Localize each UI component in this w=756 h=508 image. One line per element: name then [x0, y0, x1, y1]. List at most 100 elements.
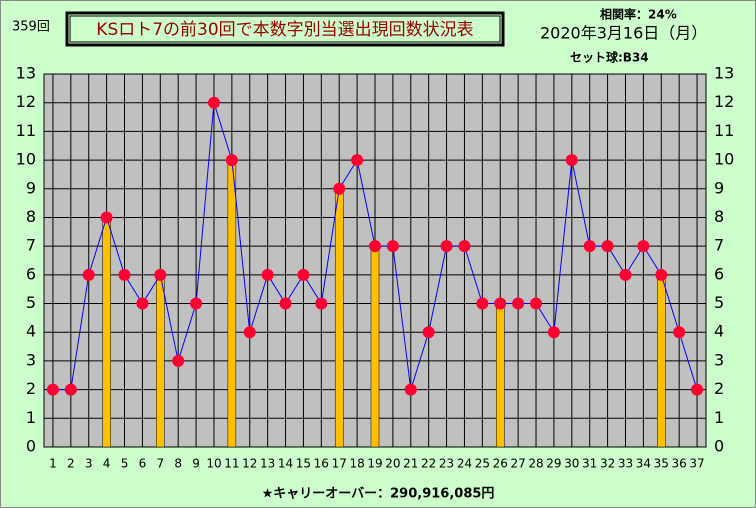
y-tick-label: 12 — [16, 92, 36, 111]
y2-tick-label: 1 — [714, 408, 724, 427]
point — [530, 297, 543, 310]
x-tick-label: 33 — [618, 457, 633, 471]
y2-tick-label: 0 — [714, 437, 724, 456]
y2-tick-label: 13 — [714, 64, 734, 83]
x-tick-label: 37 — [689, 457, 704, 471]
point — [297, 268, 310, 281]
point — [82, 268, 95, 281]
title-box-inner — [69, 15, 501, 43]
y2-tick-label: 7 — [714, 236, 724, 255]
x-tick-label: 26 — [493, 457, 508, 471]
x-tick-label: 36 — [672, 457, 687, 471]
point — [583, 240, 596, 253]
point — [351, 154, 364, 167]
x-tick-label: 32 — [600, 457, 615, 471]
y-tick-label: 9 — [26, 178, 36, 197]
x-tick-label: 6 — [139, 457, 147, 471]
x-tick-label: 9 — [192, 457, 200, 471]
y-tick-label: 2 — [26, 379, 36, 398]
x-tick-label: 15 — [296, 457, 311, 471]
point — [64, 383, 77, 396]
y-tick-label: 7 — [26, 236, 36, 255]
x-tick-label: 28 — [528, 457, 543, 471]
x-tick-label: 14 — [278, 457, 293, 471]
point — [279, 297, 292, 310]
carryover: ★キャリーオーバー：290,916,085円 — [262, 487, 495, 502]
x-tick-label: 23 — [439, 457, 454, 471]
y2-tick-label: 11 — [714, 121, 734, 140]
point — [440, 240, 453, 253]
point — [547, 326, 560, 339]
bar — [102, 217, 111, 448]
x-tick-label: 8 — [174, 457, 182, 471]
x-tick-label: 1 — [49, 457, 57, 471]
point — [136, 297, 149, 310]
x-tick-label: 13 — [260, 457, 275, 471]
x-tick-label: 35 — [654, 457, 669, 471]
point — [190, 297, 203, 310]
y-tick-label: 11 — [16, 121, 36, 140]
y2-tick-label: 8 — [714, 207, 724, 226]
y-tick-label: 4 — [26, 322, 36, 341]
bar — [227, 159, 237, 448]
point — [404, 383, 417, 396]
point — [512, 297, 525, 310]
bar — [370, 245, 380, 448]
y2-tick-label: 12 — [714, 92, 734, 111]
point — [494, 297, 507, 310]
x-tick-label: 2 — [67, 457, 75, 471]
point — [46, 383, 59, 396]
x-tick-label: 25 — [475, 457, 490, 471]
point — [637, 240, 650, 253]
title-box — [65, 11, 505, 47]
point — [118, 268, 131, 281]
chart-title: KSロト7の前30回で本数字別当選出現回数状況表 — [96, 20, 473, 40]
point — [172, 354, 185, 367]
x-tick-label: 11 — [224, 457, 239, 471]
x-tick-label: 10 — [206, 457, 221, 471]
y-tick-label: 13 — [16, 64, 36, 83]
point — [315, 297, 328, 310]
point — [422, 326, 435, 339]
point — [225, 154, 238, 167]
bar — [657, 274, 666, 448]
point — [458, 240, 471, 253]
point — [476, 297, 489, 310]
point — [601, 240, 614, 253]
y2-tick-label: 5 — [714, 293, 724, 312]
point — [369, 240, 381, 253]
x-tick-label: 21 — [403, 457, 418, 471]
y2-tick-label: 9 — [714, 178, 724, 197]
bar — [156, 274, 165, 448]
point — [619, 268, 632, 281]
y-tick-label: 1 — [26, 408, 36, 427]
x-tick-label: 5 — [121, 457, 129, 471]
y2-tick-label: 10 — [714, 150, 734, 169]
point — [565, 154, 578, 167]
correlation: 相関率：24% — [600, 7, 677, 22]
set-ball: セット球:B34 — [570, 50, 649, 65]
point — [261, 268, 274, 281]
x-tick-label: 18 — [349, 457, 364, 471]
bar — [495, 303, 505, 448]
x-tick-label: 22 — [421, 457, 436, 471]
point — [386, 240, 399, 253]
y-tick-label: 10 — [16, 150, 36, 169]
x-tick-label: 30 — [564, 457, 579, 471]
date: 2020年3月16日（月） — [540, 24, 707, 43]
x-tick-label: 29 — [546, 457, 561, 471]
y-tick-label: 8 — [26, 207, 36, 226]
point — [207, 96, 220, 109]
point — [100, 211, 113, 224]
x-tick-label: 31 — [582, 457, 597, 471]
draw-number: 359回 — [12, 20, 50, 35]
x-tick-label: 16 — [314, 457, 329, 471]
x-tick-label: 7 — [156, 457, 164, 471]
y-tick-label: 6 — [26, 264, 36, 283]
point — [655, 268, 668, 281]
y-tick-label: 5 — [26, 293, 36, 312]
x-tick-label: 4 — [103, 457, 111, 471]
bar — [334, 188, 344, 448]
x-tick-label: 3 — [85, 457, 93, 471]
